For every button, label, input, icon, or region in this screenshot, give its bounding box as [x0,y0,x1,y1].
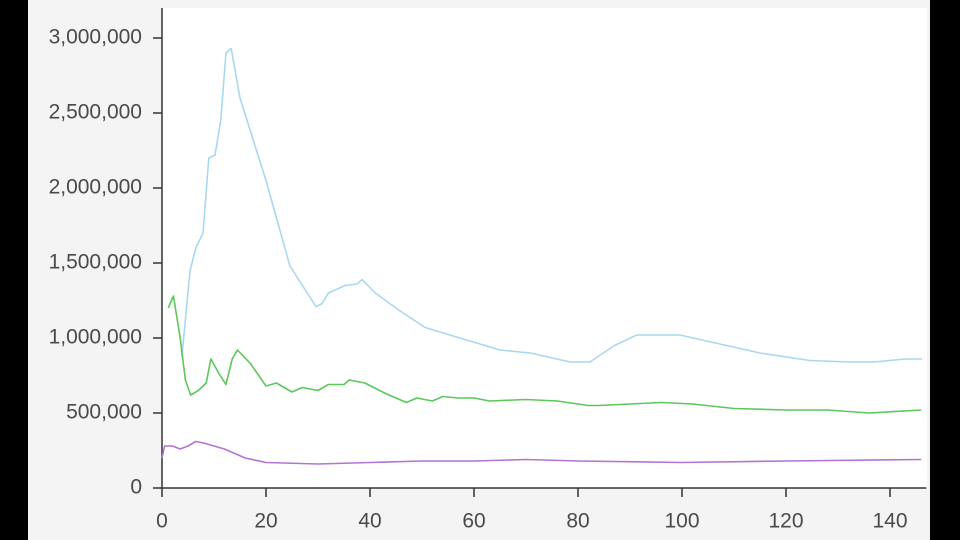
series-line [180,47,923,363]
y-tick-label: 1,500,000 [49,251,142,274]
y-tick-label: 2,500,000 [49,101,142,124]
series-line [167,295,922,414]
x-tick-label: 0 [156,510,168,533]
x-tick-label: 100 [664,510,699,533]
series-line [161,440,922,465]
x-tick-label: 120 [768,510,803,533]
y-tick-label: 1,000,000 [49,326,142,349]
x-tick-label: 80 [566,510,589,533]
y-tick-label: 2,000,000 [49,176,142,199]
x-tick-label: 40 [358,510,381,533]
x-tick-label: 140 [872,510,907,533]
y-tick-label: 3,000,000 [49,26,142,49]
y-tick-label: 0 [130,476,142,499]
y-tick-label: 500,000 [66,401,142,424]
plot-area [162,8,927,488]
x-tick-label: 60 [462,510,485,533]
x-tick-label: 20 [254,510,277,533]
